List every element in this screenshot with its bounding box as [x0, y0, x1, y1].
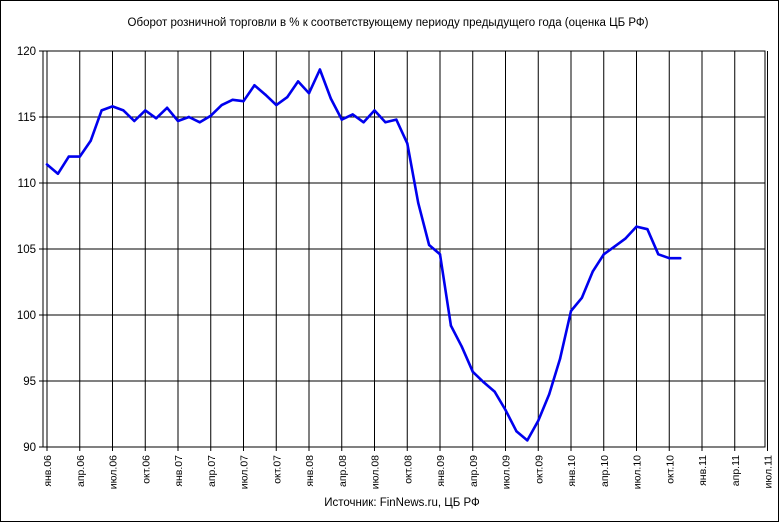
data-point: [111, 105, 114, 108]
data-point: [253, 84, 256, 87]
data-point: [668, 257, 671, 260]
data-points: [45, 68, 682, 442]
data-point: [187, 115, 191, 119]
data-point: [329, 97, 332, 100]
data-point: [155, 117, 158, 120]
x-tick-label: апр.09: [468, 455, 480, 487]
y-tick-label: 100: [17, 310, 36, 322]
y-tick-label: 105: [17, 244, 36, 256]
x-tick-label: янв.09: [435, 455, 447, 487]
data-point: [220, 103, 223, 107]
data-point: [602, 253, 605, 256]
y-tick-label: 90: [23, 442, 36, 454]
data-point: [613, 245, 616, 248]
data-point: [275, 103, 278, 107]
data-point: [395, 118, 398, 121]
data-point: [646, 228, 649, 231]
y-tick-label: 110: [18, 178, 36, 190]
data-point: [286, 96, 289, 99]
x-tick-label: окт.06: [140, 455, 152, 484]
x-tick-label: июл.10: [632, 455, 644, 489]
chart-source: Источник: FinNews.ru, ЦБ РФ: [324, 497, 480, 509]
data-point: [558, 357, 562, 360]
x-tick-label: янв.11: [697, 455, 709, 486]
y-tick-labels: 90 95 100 105 110 115 120: [17, 46, 36, 454]
data-point: [471, 370, 474, 373]
data-point: [591, 270, 594, 273]
data-point: [679, 257, 682, 260]
data-point: [133, 119, 136, 123]
x-tick-label: апр.08: [337, 455, 349, 487]
data-point: [242, 100, 245, 103]
horizontal-gridlines: [39, 50, 765, 448]
data-point: [176, 119, 180, 123]
x-tick-label: окт.08: [402, 455, 414, 484]
data-point: [122, 109, 125, 112]
x-tick-label: апр.10: [599, 455, 611, 487]
data-point: [460, 345, 463, 348]
data-point: [340, 118, 343, 121]
data-point: [209, 114, 212, 117]
y-tick-label: 120: [17, 46, 36, 58]
x-tick-label: янв.08: [304, 455, 316, 487]
data-point: [384, 121, 387, 124]
data-point: [635, 225, 638, 228]
x-tick-label: окт.07: [271, 455, 283, 484]
data-point: [406, 142, 409, 145]
x-tick-labels: янв.06 апр.06 июл.06 окт.06 янв.07 апр.07 июл.…: [42, 455, 775, 489]
x-tick-label: июл.08: [370, 455, 382, 489]
data-point: [449, 324, 453, 327]
data-point: [504, 408, 507, 412]
data-point: [89, 139, 92, 142]
data-point: [537, 419, 540, 422]
x-tick-label: июл.09: [501, 455, 513, 489]
data-point: [144, 109, 147, 112]
data-point: [526, 439, 529, 442]
data-point: [427, 243, 431, 247]
data-point: [351, 113, 354, 116]
x-tick-label: янв.07: [173, 455, 185, 487]
x-tick-label: янв.10: [566, 455, 578, 487]
data-point: [482, 381, 485, 384]
x-tick-label: июл.11: [763, 455, 775, 489]
x-tick-label: июл.06: [108, 455, 120, 489]
data-point: [198, 121, 201, 124]
data-point: [493, 390, 496, 393]
data-point: [231, 98, 234, 102]
data-point: [296, 80, 300, 83]
plot-area: 90 95 100 105 110 115 120 янв.06 апр.06 июл.06 ок…: [17, 46, 775, 489]
data-point: [307, 92, 311, 95]
x-tick-label: окт.10: [664, 455, 676, 484]
data-point: [165, 106, 169, 110]
data-point: [67, 155, 71, 158]
data-point: [373, 109, 376, 112]
data-point: [569, 309, 573, 313]
data-point: [318, 68, 322, 71]
data-point: [515, 430, 518, 433]
x-tick-label: янв.06: [42, 455, 54, 487]
data-point: [45, 163, 49, 166]
data-point: [362, 121, 365, 124]
data-point: [624, 237, 627, 240]
data-point: [548, 393, 551, 396]
x-tick-label: апр.06: [75, 455, 87, 487]
chart-title: Оборот розничной торговли в % к соответс…: [128, 17, 649, 29]
x-tick-label: апр.11: [730, 455, 742, 486]
x-tick-label: июл.07: [239, 455, 251, 489]
data-point: [100, 109, 103, 112]
x-tick-label: апр.07: [206, 455, 218, 487]
data-point: [56, 172, 60, 175]
data-point: [264, 93, 267, 96]
data-point: [78, 155, 82, 158]
data-point: [438, 253, 442, 256]
y-tick-label: 95: [23, 376, 36, 388]
y-tick-label: 115: [18, 112, 36, 124]
data-point: [580, 296, 584, 299]
data-point: [657, 253, 660, 256]
x-tick-label: окт.09: [533, 455, 545, 484]
data-point: [417, 201, 420, 204]
